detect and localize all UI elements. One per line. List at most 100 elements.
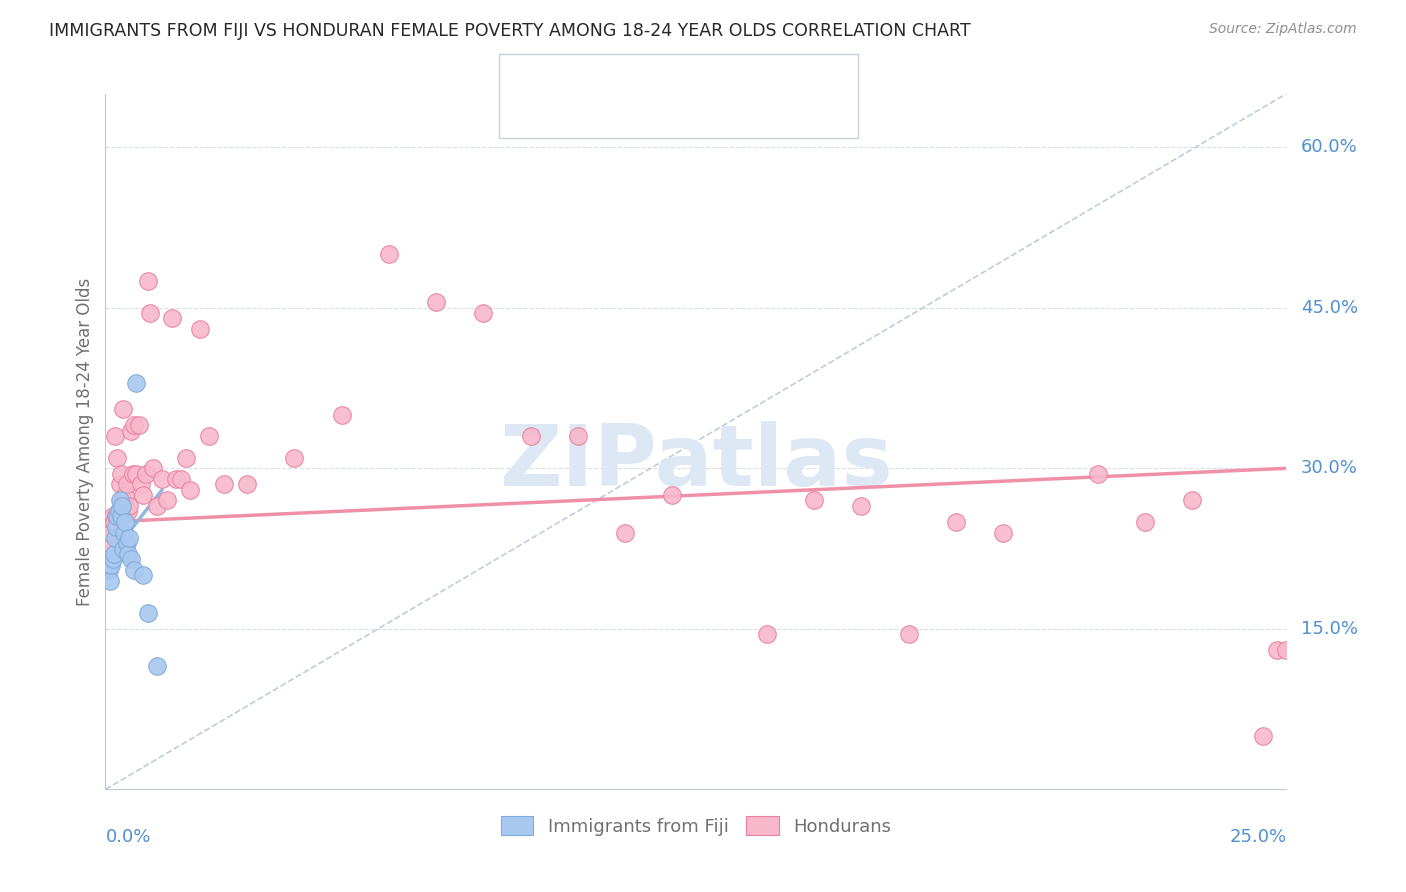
Point: [125, 467, 148, 481]
Text: 15.0%: 15.0%: [1301, 620, 1358, 638]
Point: [112, 499, 135, 513]
Point: [165, 472, 187, 486]
Point: [108, 477, 131, 491]
Point: [118, 499, 141, 513]
Point: [112, 402, 135, 417]
Point: [115, 536, 138, 550]
Text: N =: N =: [669, 106, 709, 124]
Point: [104, 520, 127, 534]
Point: [132, 568, 155, 582]
Point: [104, 531, 127, 545]
Point: [567, 429, 589, 443]
Point: [170, 472, 193, 486]
Point: [103, 547, 125, 561]
Point: [111, 499, 134, 513]
Point: [120, 424, 142, 438]
Point: [122, 418, 145, 433]
Point: [98, 536, 121, 550]
Point: [661, 488, 683, 502]
Point: [198, 429, 221, 443]
Point: [110, 467, 132, 481]
Text: R =: R =: [564, 106, 603, 124]
Text: 0.227: 0.227: [603, 68, 659, 86]
Point: [330, 408, 353, 422]
Point: [104, 429, 127, 443]
Y-axis label: Female Poverty Among 18-24 Year Olds: Female Poverty Among 18-24 Year Olds: [76, 277, 94, 606]
Point: [1251, 729, 1274, 743]
Point: [1087, 467, 1109, 481]
Point: [101, 509, 124, 524]
Point: [150, 472, 173, 486]
Point: [114, 488, 136, 502]
Point: [111, 493, 134, 508]
Point: [755, 627, 778, 641]
Point: [104, 509, 127, 524]
Point: [98, 515, 121, 529]
Point: [101, 552, 124, 566]
Point: [142, 461, 165, 475]
Text: 0.132: 0.132: [603, 106, 659, 124]
Point: [519, 429, 541, 443]
Point: [174, 450, 197, 465]
Text: 24: 24: [709, 68, 734, 86]
Point: [129, 477, 152, 491]
Text: N =: N =: [669, 68, 709, 86]
Point: [98, 563, 121, 577]
Point: [991, 525, 1014, 540]
Legend: Immigrants from Fiji, Hondurans: Immigrants from Fiji, Hondurans: [494, 809, 898, 843]
Point: [212, 477, 235, 491]
Point: [1181, 493, 1204, 508]
Point: [146, 659, 169, 673]
Point: [107, 504, 129, 518]
Point: [851, 499, 873, 513]
Point: [98, 574, 121, 588]
Point: [128, 418, 150, 433]
Point: [110, 509, 132, 524]
Text: 45.0%: 45.0%: [1301, 299, 1358, 317]
Point: [122, 563, 145, 577]
Point: [614, 525, 637, 540]
Point: [105, 509, 128, 524]
Point: [125, 376, 148, 390]
Point: [1275, 643, 1298, 657]
Point: [108, 493, 131, 508]
Point: [103, 515, 125, 529]
Point: [146, 499, 169, 513]
Point: [100, 558, 122, 572]
Point: [112, 541, 135, 556]
Point: [115, 477, 138, 491]
Point: [945, 515, 967, 529]
Point: [112, 525, 135, 540]
Point: [136, 606, 159, 620]
Point: [897, 627, 920, 641]
Point: [156, 493, 179, 508]
Point: [188, 322, 211, 336]
Text: Source: ZipAtlas.com: Source: ZipAtlas.com: [1209, 22, 1357, 37]
Point: [120, 552, 142, 566]
Text: 25.0%: 25.0%: [1229, 828, 1286, 846]
Point: [105, 450, 128, 465]
Point: [1133, 515, 1156, 529]
Text: 60.0%: 60.0%: [1301, 138, 1357, 156]
Text: 63: 63: [709, 106, 734, 124]
Point: [135, 467, 157, 481]
Text: 30.0%: 30.0%: [1301, 459, 1358, 477]
Point: [425, 295, 447, 310]
Point: [100, 525, 122, 540]
Point: [236, 477, 259, 491]
Point: [283, 450, 305, 465]
Point: [472, 306, 495, 320]
Point: [117, 547, 139, 561]
Text: ZIPatlas: ZIPatlas: [499, 421, 893, 504]
Point: [139, 306, 162, 320]
Text: 0.0%: 0.0%: [105, 828, 150, 846]
Point: [121, 467, 143, 481]
Point: [97, 520, 120, 534]
Point: [107, 504, 129, 518]
Point: [132, 488, 155, 502]
Point: [114, 515, 136, 529]
Point: [136, 274, 159, 288]
Text: IMMIGRANTS FROM FIJI VS HONDURAN FEMALE POVERTY AMONG 18-24 YEAR OLDS CORRELATIO: IMMIGRANTS FROM FIJI VS HONDURAN FEMALE …: [49, 22, 970, 40]
Point: [1265, 643, 1288, 657]
Point: [117, 504, 139, 518]
